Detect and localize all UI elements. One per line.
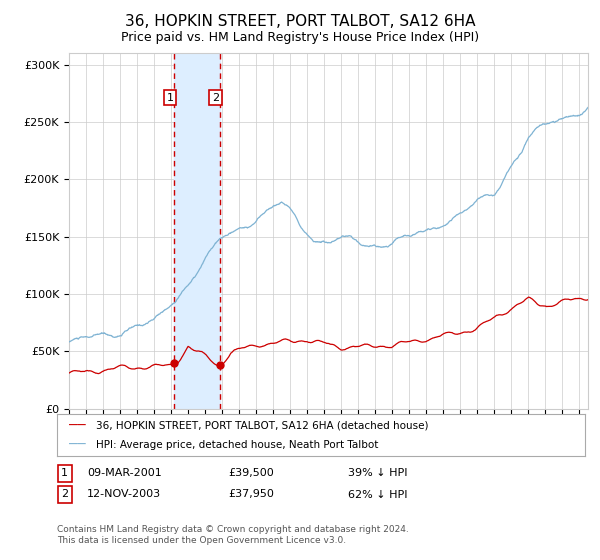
- Text: 1: 1: [61, 468, 68, 478]
- Text: ——: ——: [69, 419, 86, 432]
- Text: £39,500: £39,500: [228, 468, 274, 478]
- Text: 12-NOV-2003: 12-NOV-2003: [87, 489, 161, 500]
- Text: Contains HM Land Registry data © Crown copyright and database right 2024.
This d: Contains HM Land Registry data © Crown c…: [57, 525, 409, 545]
- Text: HPI: Average price, detached house, Neath Port Talbot: HPI: Average price, detached house, Neat…: [96, 440, 379, 450]
- Text: £37,950: £37,950: [228, 489, 274, 500]
- Text: 09-MAR-2001: 09-MAR-2001: [87, 468, 162, 478]
- Text: 36, HOPKIN STREET, PORT TALBOT, SA12 6HA (detached house): 36, HOPKIN STREET, PORT TALBOT, SA12 6HA…: [96, 421, 428, 431]
- Text: 39% ↓ HPI: 39% ↓ HPI: [348, 468, 407, 478]
- Text: 36, HOPKIN STREET, PORT TALBOT, SA12 6HA: 36, HOPKIN STREET, PORT TALBOT, SA12 6HA: [125, 14, 475, 29]
- Text: 2: 2: [61, 489, 68, 500]
- Text: 62% ↓ HPI: 62% ↓ HPI: [348, 489, 407, 500]
- Text: ——: ——: [69, 438, 86, 452]
- Text: 2: 2: [212, 92, 219, 102]
- Text: 1: 1: [167, 92, 173, 102]
- Text: Price paid vs. HM Land Registry's House Price Index (HPI): Price paid vs. HM Land Registry's House …: [121, 31, 479, 44]
- Bar: [175, 53, 220, 409]
